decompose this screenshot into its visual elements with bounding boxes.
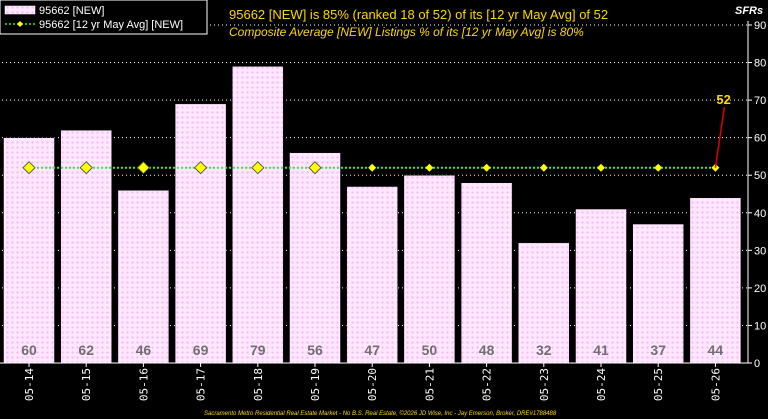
y-tick-label: 30 (754, 245, 766, 257)
x-axis: 05-14 05-15 05-16 05-17 05-18 05-19 05-20 05-21… (0, 362, 748, 401)
bar-data-label: 47 (364, 342, 380, 358)
x-tick-label: 05-15 (80, 368, 93, 401)
avg-marker (482, 163, 491, 172)
y-axis: 0 10 20 30 40 50 60 70 80 90 (747, 20, 766, 370)
bar (117, 189, 170, 364)
x-tick-label: 05-19 (309, 368, 322, 401)
callout-line (714, 106, 726, 168)
avg-marker (22, 161, 36, 175)
bar-data-label: 69 (193, 342, 209, 358)
x-tick-label: 05-17 (195, 368, 208, 401)
legend-bar-swatch (4, 5, 36, 15)
bar (575, 208, 627, 364)
y-tick-label: 60 (754, 133, 766, 145)
labels-layer: 60 62 46 69 79 56 47 50 48 32 41 37 44 (21, 342, 723, 358)
bar (460, 182, 513, 364)
x-tick-label: 05-23 (538, 368, 551, 401)
bar-data-label: 56 (307, 342, 323, 358)
x-tick-label: 05-25 (652, 368, 665, 401)
bar (232, 66, 284, 364)
legend-bar-label: 95662 [NEW] (39, 5, 104, 17)
bar-data-label: 44 (708, 342, 724, 358)
y-tick-label: 40 (754, 208, 766, 220)
bar-data-label: 37 (650, 342, 666, 358)
x-tick-label: 05-26 (709, 368, 722, 401)
bar (518, 242, 570, 364)
avg-marker (251, 161, 265, 175)
legend-line-marker (17, 21, 23, 27)
legend-line-label: 95662 [12 yr May Avg] [NEW] (39, 19, 183, 31)
chart-subtitle: Composite Average [NEW] Listings % of it… (229, 25, 584, 39)
y-tick-label: 0 (754, 358, 760, 370)
x-tick-label: 05-22 (481, 368, 494, 401)
x-tick-label: 05-16 (137, 368, 150, 401)
avg-line-layer (22, 161, 720, 175)
callout-value: 52 (716, 92, 730, 107)
bar-data-label: 79 (250, 342, 266, 358)
avg-callout: 52 (714, 92, 731, 168)
y-tick-label: 10 (754, 320, 766, 332)
avg-marker (368, 163, 377, 172)
avg-marker (654, 163, 663, 172)
bar-data-label: 60 (21, 342, 37, 358)
avg-marker (539, 163, 548, 172)
y-tick-label: 80 (754, 58, 766, 70)
avg-marker (79, 161, 93, 175)
bar-data-label: 41 (593, 342, 609, 358)
legend-box (0, 0, 208, 35)
y-tick-label: 70 (754, 95, 766, 107)
x-tick-label: 05-20 (366, 368, 379, 401)
avg-marker (425, 163, 434, 172)
avg-marker (308, 161, 322, 175)
x-tick-label: 05-18 (252, 368, 265, 401)
x-tick-label: 05-14 (23, 368, 36, 401)
bar-data-label: 62 (78, 342, 94, 358)
y-tick-label: 90 (754, 20, 766, 32)
unit-label: SFRs (735, 5, 763, 17)
chart-title: 95662 [NEW] is 85% (ranked 18 of 52) of … (229, 7, 608, 22)
bar (403, 174, 456, 364)
x-tick-label: 05-21 (423, 368, 436, 401)
avg-marker (194, 161, 208, 175)
bar (632, 223, 684, 364)
bar (174, 103, 227, 364)
bar-data-label: 46 (136, 342, 152, 358)
y-tick-label: 50 (754, 170, 766, 182)
bars-layer (3, 66, 742, 364)
legend: 95662 [NEW] 95662 [12 yr May Avg] [NEW] (0, 0, 208, 35)
bar (289, 152, 341, 364)
bar-data-label: 48 (479, 342, 495, 358)
bar (346, 186, 398, 364)
bar-data-label: 50 (422, 342, 438, 358)
avg-marker (136, 161, 150, 175)
y-tick-label: 20 (754, 283, 766, 295)
bar (689, 197, 742, 364)
bar-data-label: 32 (536, 342, 552, 358)
avg-marker (597, 163, 605, 172)
footer-credit: Sacramento Metro Residential Real Estate… (204, 410, 557, 417)
x-tick-label: 05-24 (595, 368, 608, 401)
